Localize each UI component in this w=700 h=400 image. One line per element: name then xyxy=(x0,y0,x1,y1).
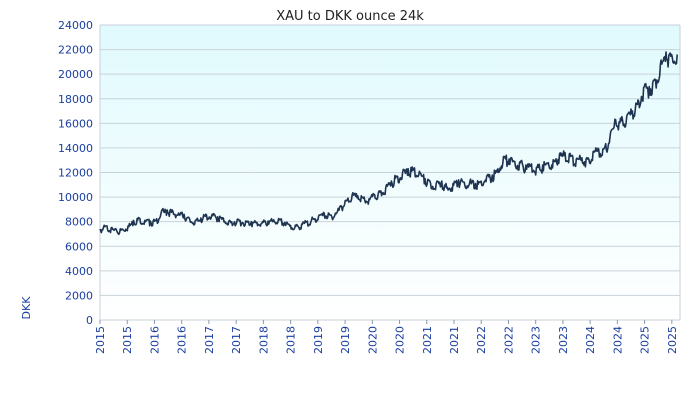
y-tick-label: 8000 xyxy=(65,216,93,229)
x-tick-label: 2021 xyxy=(448,326,461,354)
x-tick-label: 2020 xyxy=(366,326,379,354)
x-tick-label: 2019 xyxy=(339,326,352,354)
y-tick-label: 18000 xyxy=(58,93,93,106)
y-tick-label: 12000 xyxy=(58,167,93,180)
x-tick-label: 2021 xyxy=(421,326,434,354)
x-tick-label: 2016 xyxy=(176,326,189,354)
gridlines xyxy=(100,24,680,321)
x-tick-label: 2022 xyxy=(502,326,515,354)
x-tick-label: 2017 xyxy=(230,326,243,354)
y-tick-label: 16000 xyxy=(58,117,93,130)
y-axis-ticks: 0 2000 4000 6000 8000 10000 12000 14000 16000 180… xyxy=(58,19,93,327)
chart-title: XAU to DKK ounce 24k xyxy=(276,9,424,24)
x-tick-label: 2015 xyxy=(94,326,107,354)
x-tick-label: 2024 xyxy=(584,326,597,354)
x-tick-label: 2016 xyxy=(148,326,161,354)
x-tick-label: 2023 xyxy=(530,326,543,354)
y-tick-label: 2000 xyxy=(65,289,93,302)
x-axis-ticks: 2015 2015 2016 2016 2017 2017 2018 2018 2019 2019… xyxy=(94,320,679,354)
y-tick-label: 14000 xyxy=(58,142,93,155)
x-tick-label: 2018 xyxy=(257,326,270,354)
x-tick-label: 2019 xyxy=(312,326,325,354)
x-tick-label: 2015 xyxy=(121,326,134,354)
x-tick-label: 2017 xyxy=(203,326,216,354)
y-tick-label: 6000 xyxy=(65,240,93,253)
y-tick-label: 0 xyxy=(86,314,93,327)
y-tick-label: 10000 xyxy=(58,191,93,204)
price-series-line xyxy=(99,51,678,236)
y-tick-label: 4000 xyxy=(65,265,93,278)
y-tick-label: 24000 xyxy=(58,19,93,32)
x-tick-label: 2020 xyxy=(394,326,407,354)
x-tick-label: 2025 xyxy=(666,326,679,354)
y-axis-label: DKK xyxy=(20,296,33,320)
x-tick-label: 2025 xyxy=(639,326,652,354)
y-tick-label: 20000 xyxy=(58,68,93,81)
x-tick-label: 2023 xyxy=(557,326,570,354)
x-tick-label: 2024 xyxy=(611,326,624,354)
y-tick-label: 22000 xyxy=(58,44,93,57)
x-tick-label: 2018 xyxy=(285,326,298,354)
x-tick-label: 2022 xyxy=(475,326,488,354)
